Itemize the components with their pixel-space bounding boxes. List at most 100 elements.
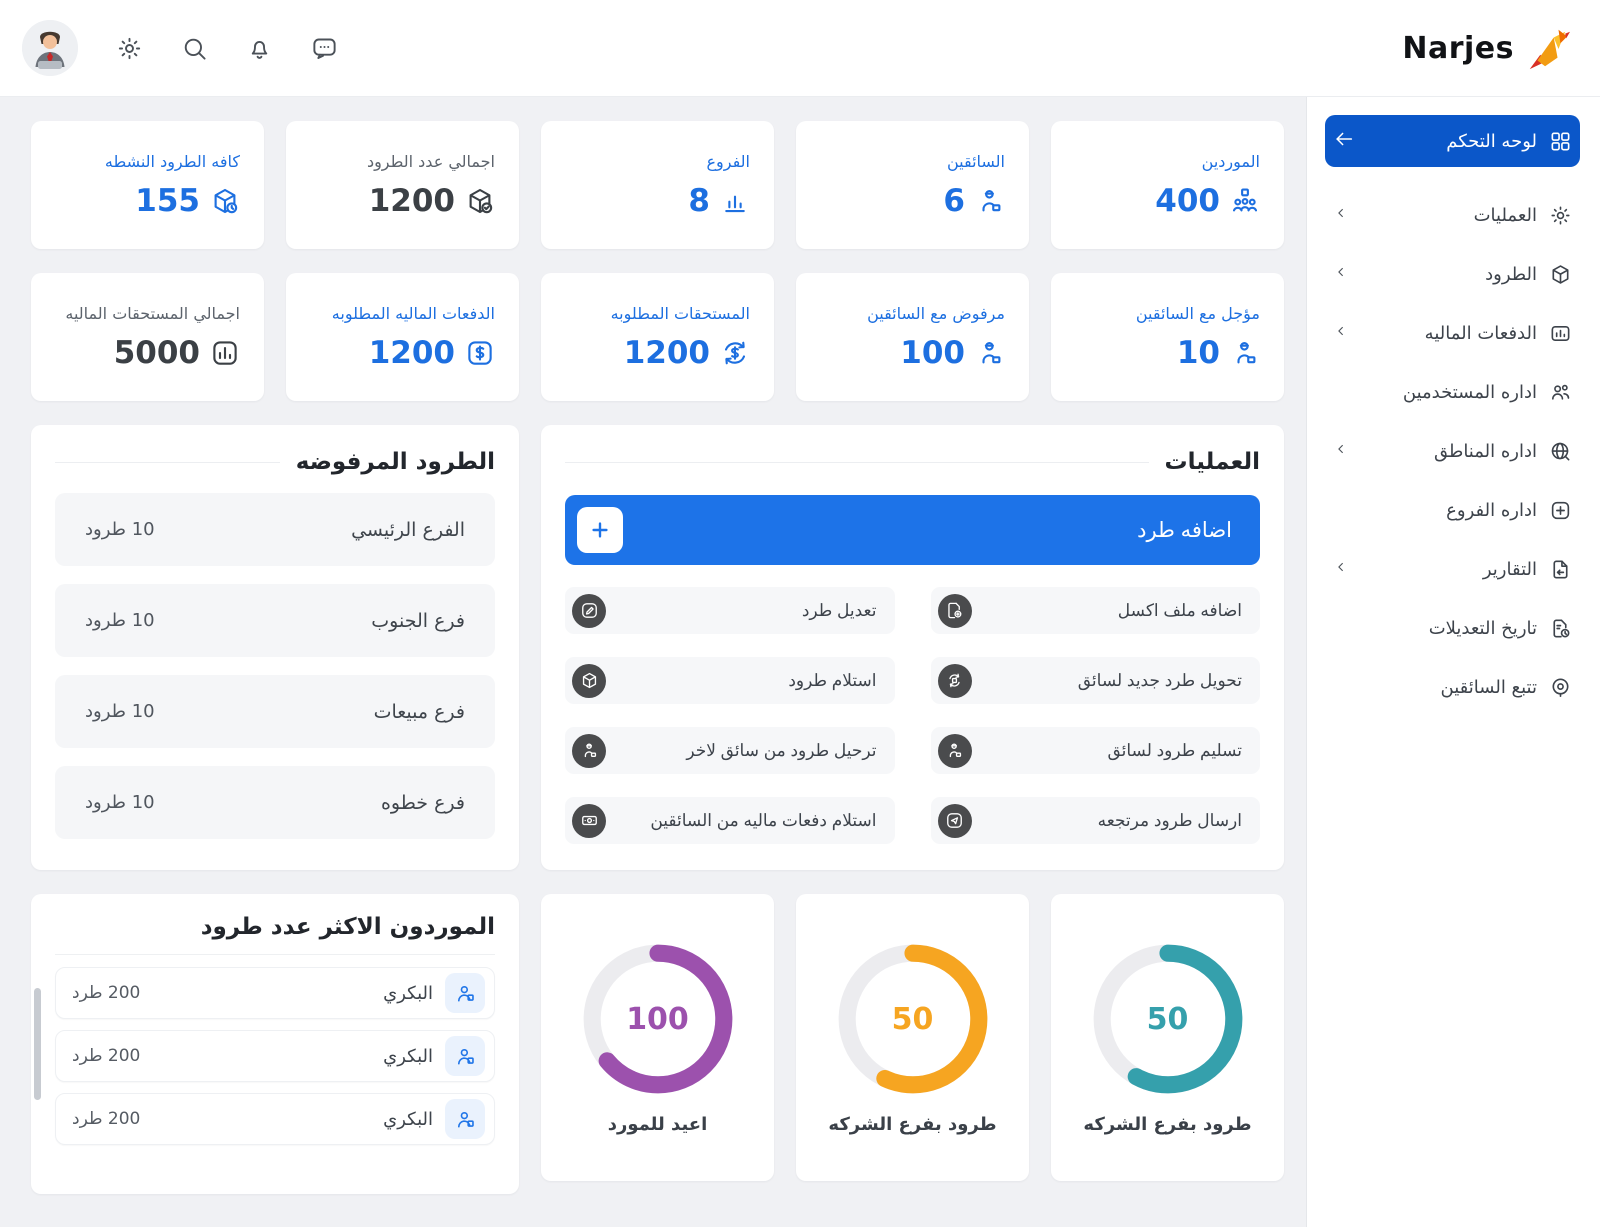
stat-card: السائقين 6 [796, 121, 1029, 249]
sidebar-menu: لوحه التحكم العمليات الطرود الدفعات الماليه… [1325, 115, 1580, 710]
suppliers-title: الموردون الاكثر عدد طرود [200, 914, 495, 940]
add-parcel-button[interactable]: اضافه طرد [565, 495, 1260, 565]
person-box-icon [454, 982, 477, 1005]
regions-icon [1549, 440, 1572, 463]
operations-header: العمليات [565, 449, 1260, 475]
operations-title: العمليات [1164, 449, 1260, 475]
supplier-name: البكري [383, 1108, 433, 1130]
rejected-branch-row: الفرع الرئيسي 10 طرود [55, 493, 495, 566]
parcel-count: 10 طرود [85, 701, 155, 722]
stat-number: 6 [943, 182, 965, 219]
operation-button[interactable]: ارسال طرود مرتجعه [930, 797, 1260, 844]
chevron-left-icon [1333, 264, 1349, 280]
dashboard-icon [1549, 130, 1572, 153]
chevron-left-icon [1333, 559, 1349, 575]
donut-label: اعيد للمورد [607, 1114, 708, 1135]
operation-label: استلام دفعات ماليه من السائقين [650, 810, 877, 830]
sidebar-item-payments[interactable]: الدفعات الماليه [1325, 311, 1580, 356]
operation-button[interactable]: تعديل طرد [565, 587, 895, 634]
send-icon [945, 811, 964, 830]
scrollbar-thumb[interactable] [34, 988, 41, 1100]
stat-card: مرفوض مع السائقين 100 [796, 273, 1029, 401]
stat-label: الموردين [1201, 151, 1260, 171]
sidebar-item-branches[interactable]: اداره الفروع [1325, 488, 1580, 533]
operation-button[interactable]: اضافه ملف اكسل [930, 587, 1260, 634]
sidebar-item-label: العمليات [1473, 205, 1537, 226]
sidebar-item-label: الطرود [1485, 264, 1537, 285]
operation-button[interactable]: استلام طرود [565, 657, 895, 704]
driver-badge [937, 733, 972, 768]
donut-chart-card: 100 اعيد للمورد [541, 894, 774, 1181]
chevron-left-icon [1333, 441, 1349, 457]
stat-label: مؤجل مع السائقين [1135, 303, 1260, 323]
operation-button[interactable]: تحويل طرد جديد لسائق [930, 657, 1260, 704]
sidebar-item-parcels[interactable]: الطرود [1325, 252, 1580, 297]
stat-value: 400 [1075, 183, 1260, 219]
transfer-icon [945, 671, 964, 690]
users-icon [1549, 381, 1572, 404]
messages-button[interactable] [311, 35, 338, 62]
stat-number: 1200 [623, 334, 710, 371]
settings-icon [116, 35, 143, 62]
notifications-button[interactable] [246, 35, 273, 62]
topbar-icon-group [116, 35, 338, 62]
stat-label: اجمالي عدد الطرود [366, 151, 495, 171]
stat-card: اجمالي المستحقات الماليه 5000 [31, 273, 264, 401]
main-content: الموردين 400 السائقين 6 الفروع 8 اجمالي عدد ال… [0, 97, 1306, 1227]
cube-clock-icon [210, 186, 240, 216]
sidebar-item-operations[interactable]: العمليات [1325, 193, 1580, 238]
chevron-left-icon [1333, 205, 1349, 221]
driver-icon [975, 186, 1005, 216]
donut-chart: 50 [1089, 940, 1247, 1098]
operation-button[interactable]: تسليم طرود لسائق [930, 727, 1260, 774]
donut-value: 50 [891, 1001, 934, 1037]
stat-label: مرفوض مع السائقين [867, 303, 1005, 323]
settings-button[interactable] [116, 35, 143, 62]
user-avatar[interactable] [22, 20, 78, 76]
operation-label: ترحيل طرود من سائق لاخر [686, 740, 877, 760]
plus-icon [589, 519, 611, 541]
bars-icon [720, 186, 750, 216]
sidebar-item-reports[interactable]: التقارير [1325, 547, 1580, 592]
sidebar-item-users[interactable]: اداره المستخدمين [1325, 370, 1580, 415]
operation-button[interactable]: استلام دفعات ماليه من السائقين [565, 797, 895, 844]
dollar-refresh-icon [720, 338, 750, 368]
add-parcel-label: اضافه طرد [1137, 518, 1232, 542]
operations-icon [1549, 204, 1572, 227]
rejected-title: الطرود المرفوضه [295, 449, 495, 475]
file-plus-icon [945, 601, 964, 620]
stat-label: المستحقات المطلوبه [610, 303, 750, 323]
sidebar-item-label: تتبع السائقين [1440, 677, 1537, 698]
sidebar-item-tracking[interactable]: تتبع السائقين [1325, 665, 1580, 710]
driver-icon [580, 741, 599, 760]
suppliers-list: البكري 200 طرد البكري 200 طرد البكري 200 طرد [55, 967, 495, 1145]
sidebar-item-dashboard[interactable]: لوحه التحكم [1325, 115, 1580, 167]
driver-icon [975, 338, 1005, 368]
supplier-row: البكري 200 طرد [55, 1093, 495, 1145]
sidebar-item-label: اداره المستخدمين [1402, 382, 1537, 403]
collapse-arrow[interactable] [1333, 128, 1355, 155]
bird-logo-icon [1524, 25, 1570, 71]
driver-icon [945, 741, 964, 760]
operation-label: تسليم طرود لسائق [1107, 740, 1242, 760]
brand-logo: Narjes [1402, 25, 1570, 71]
supplier-row: البكري 200 طرد [55, 1030, 495, 1082]
stat-number: 10 [1176, 334, 1220, 371]
stat-value: 8 [565, 183, 750, 219]
donut-chart-card: 50 طرود بفرع الشركه [796, 894, 1029, 1181]
driver-badge [572, 733, 606, 768]
supplier-row: البكري 200 طرد [55, 967, 495, 1019]
driver-icon [1230, 338, 1260, 368]
stat-card: الفروع 8 [541, 121, 774, 249]
donut-label: طرود بفرع الشركه [1083, 1114, 1252, 1135]
banknote-icon [580, 811, 599, 830]
parcels-icon [1549, 263, 1572, 286]
sidebar-item-label: التقارير [1482, 559, 1537, 580]
sidebar-item-regions[interactable]: اداره المناطق [1325, 429, 1580, 474]
stat-value: 1200 [310, 335, 495, 371]
operation-label: تحويل طرد جديد لسائق [1077, 670, 1242, 690]
stat-value: 1200 [565, 335, 750, 371]
search-button[interactable] [181, 35, 208, 62]
operation-button[interactable]: ترحيل طرود من سائق لاخر [565, 727, 895, 774]
sidebar-item-history[interactable]: تاريخ التعديلات [1325, 606, 1580, 651]
